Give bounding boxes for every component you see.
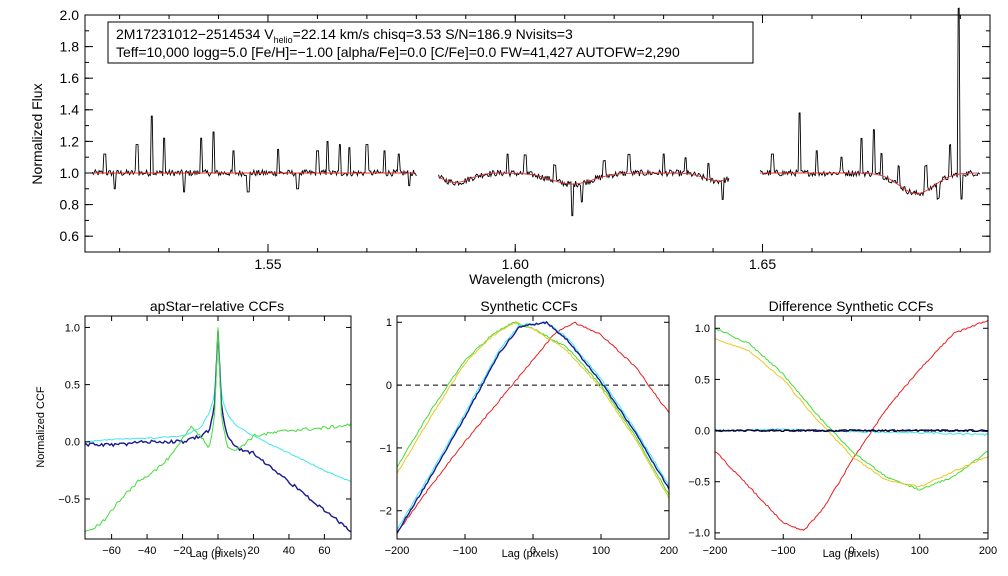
synthetic-ccf-series-dark-blue: [397, 320, 669, 534]
spectrum-y-tick-label: 1.2: [60, 133, 80, 149]
apstar-ccf-x-tick-label: −20: [173, 545, 192, 557]
spectrum-lines: [92, 7, 981, 217]
apstar-ccf-x-tick-label: 0: [215, 545, 221, 557]
spectrum-x-label: Wavelength (microns): [469, 271, 605, 287]
synthetic-ccf-x-tick-label: −200: [385, 545, 410, 557]
difference-ccf-series-red: [715, 319, 988, 531]
synthetic-ccf-x-tick-label: 100: [592, 545, 610, 557]
spectrum-ticks: 1.55 1.60 1.65 0.6 0.8 1.0 1.2 1.4 1.6 1.8 2.0: [60, 7, 990, 272]
difference-ccf-series-green: [715, 327, 988, 491]
synthetic-ccf-series-yellow: [397, 320, 669, 500]
apstar-ccf-title: apStar−relative CCFs: [150, 298, 284, 314]
synthetic-ccf-x-tick-label: 200: [660, 545, 678, 557]
difference-ccf-x-tick-label: −200: [703, 545, 728, 557]
spectrum-y-tick-label: 1.6: [60, 70, 80, 86]
info-line-1: 2M17231012−2514534 Vhelio=22.14 km/s chi…: [116, 26, 573, 45]
apstar-ccf-x-tick-label: 40: [283, 545, 295, 557]
apstar-ccf-y-tick-label: −0.5: [58, 494, 80, 506]
synthetic-ccf-ticks: −200 −100 0 100 200 −2 −1 0 1: [379, 316, 678, 557]
difference-ccf-x-tick-label: 200: [979, 545, 997, 557]
spectrum-panel: 1.55 1.60 1.65 0.6 0.8 1.0 1.2 1.4 1.6 1.8 2.0 2M1…: [29, 7, 991, 287]
info-line-2: Teff=10,000 logg=5.0 [Fe/H]=−1.00 [alpha…: [116, 44, 680, 60]
apstar-ccf-y-label: Normalized CCF: [35, 386, 47, 468]
synthetic-ccf-title: Synthetic CCFs: [480, 298, 577, 314]
difference-ccf-lines: [715, 319, 988, 531]
spectrum-x-tick-label: 1.65: [749, 256, 776, 272]
apstar-ccf-y-tick-label: 0.5: [65, 379, 80, 391]
spectrum-y-tick-label: 1.8: [60, 39, 80, 55]
spectrum-x-tick-label: 1.55: [254, 256, 281, 272]
spectrum-y-tick-label: 1.0: [60, 165, 80, 181]
difference-ccf-x-tick-label: 100: [911, 545, 929, 557]
difference-ccf-x-tick-label: −100: [771, 545, 796, 557]
apstar-ccf-y-tick-label: 0.0: [65, 437, 80, 449]
spectrum-x-tick-label: 1.60: [502, 256, 529, 272]
difference-ccf-series-black: [715, 429, 988, 433]
object-and-velocity-label: 2M17231012−2514534 V: [116, 26, 274, 42]
observed-spectrum-segment: [759, 7, 981, 201]
spectrum-y-tick-label: 1.4: [60, 102, 80, 118]
difference-ccf-y-tick-label: −0.5: [688, 477, 710, 489]
difference-ccf-y-tick-label: 0.0: [695, 425, 710, 437]
spectrum-y-tick-label: 0.8: [60, 197, 80, 213]
apstar-ccf-plot-area: [85, 327, 351, 533]
spectrum-axes-frame: [84, 14, 991, 253]
synthetic-ccf-x-tick-label: −100: [453, 545, 478, 557]
synthetic-ccf-panel: Synthetic CCFs −200 −100 0 100 200 −2 −1 0 1 Lag…: [379, 298, 678, 560]
model-spectrum-segment: [438, 172, 729, 185]
apstar-ccf-x-tick-label: 20: [247, 545, 259, 557]
synthetic-ccf-series-red: [397, 321, 669, 534]
apstar-ccf-lines: [85, 327, 351, 533]
spectrum-y-tick-label: 0.6: [60, 228, 80, 244]
synthetic-ccf-y-tick-label: −1: [379, 443, 392, 455]
difference-ccf-x-label: Lag (pixels): [823, 548, 880, 560]
difference-ccf-series-cyan: [715, 428, 988, 437]
spectrum-y-label: Normalized Flux: [29, 83, 45, 184]
apstar-ccf-x-tick-label: 60: [318, 545, 330, 557]
apstar-ccf-x-label: Lag (pixels): [190, 548, 247, 560]
difference-ccf-title: Difference Synthetic CCFs: [769, 298, 934, 314]
synthetic-ccf-lines: [397, 320, 669, 534]
difference-ccf-y-tick-label: 0.5: [695, 374, 710, 386]
synthetic-ccf-plot-area: [397, 320, 669, 534]
apstar-ccf-panel: apStar−relative CCFs −60 −40 −20 0 20 40 60 −0.…: [35, 298, 352, 560]
apstar-ccf-x-tick-label: −40: [138, 545, 157, 557]
difference-ccf-panel: Difference Synthetic CCFs −200 −100 0 100 20…: [688, 298, 997, 560]
synthetic-ccf-x-label: Lag (pixels): [502, 548, 559, 560]
velocity-subscript: helio: [274, 35, 293, 45]
difference-ccf-y-tick-label: 1.0: [695, 323, 710, 335]
difference-ccf-ticks: −200 −100 0 100 200 −1.0 −0.5 0.0 0.5 1.0: [688, 316, 997, 557]
synthetic-ccf-y-tick-label: −2: [379, 506, 392, 518]
difference-ccf-plot-area: [715, 319, 988, 531]
difference-ccf-y-tick-label: −1.0: [688, 528, 710, 540]
synthetic-ccf-x-tick-label: 0: [530, 545, 536, 557]
model-spectrum-segment: [760, 172, 978, 194]
synthetic-ccf-y-tick-label: 0: [386, 380, 392, 392]
info-box: [107, 21, 754, 64]
difference-ccf-x-tick-label: 0: [848, 545, 854, 557]
observed-spectrum-segment: [92, 115, 417, 193]
spectrum-y-tick-label: 2.0: [60, 7, 80, 23]
fit-statistics: =22.14 km/s chisq=3.53 S/N=186.9 Nvisits…: [293, 26, 573, 42]
difference-ccf-series-yellow: [715, 337, 988, 488]
synthetic-ccf-y-tick-label: 1: [386, 317, 392, 329]
apstar-ccf-ticks: −60 −40 −20 0 20 40 60 −0.5 0.0 0.5 1.0: [58, 316, 351, 557]
apstar-ccf-y-tick-label: 1.0: [65, 322, 80, 334]
apstar-ccf-series-green: [85, 327, 351, 533]
apstar-ccf-x-tick-label: −60: [102, 545, 121, 557]
